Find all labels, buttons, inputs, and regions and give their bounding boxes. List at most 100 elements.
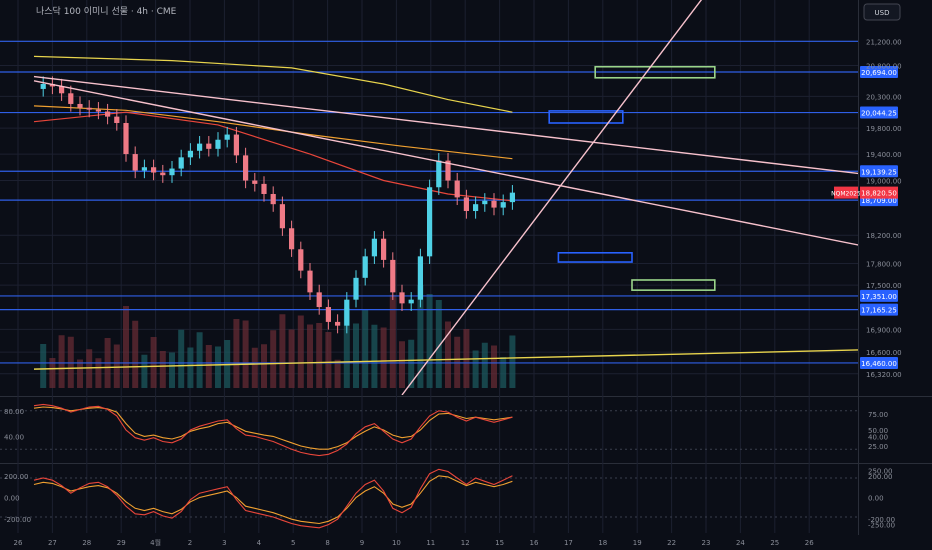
level-label: 18,709.00 — [861, 197, 897, 205]
candle-body — [491, 200, 497, 208]
zone-boxes[interactable] — [548, 65, 716, 291]
volume-bar — [215, 346, 221, 388]
volume-bar — [270, 330, 277, 388]
volume-bar — [472, 350, 479, 388]
candle-body — [509, 192, 515, 203]
moving-averages — [33, 55, 513, 202]
candle-body — [454, 180, 460, 198]
volume-bar — [159, 351, 166, 388]
candle-body — [86, 107, 92, 110]
currency-button[interactable]: USD — [863, 3, 901, 21]
time-tick-label: 23 — [702, 539, 711, 547]
zone-box — [548, 110, 624, 124]
oscillator-line — [33, 475, 513, 525]
oscillator-right-tick: -200.00 — [868, 516, 895, 524]
oscillator-left-tick: 40.00 — [4, 433, 24, 441]
oscillator-left-tick: 200.00 — [4, 473, 29, 481]
level-label-bg — [860, 303, 898, 316]
volume-bar — [233, 319, 240, 388]
oscillator-right-tick: 75.00 — [868, 411, 888, 419]
volume-bar — [261, 344, 267, 388]
moving-average-line — [33, 111, 513, 202]
time-tick-label: 2 — [188, 539, 192, 547]
time-axis[interactable]: 26 27 28 29 4월 2 3 4 5 8 9 10 11 12 15 16 17 18 19 22 23 24 25… — [14, 538, 815, 547]
volume-bar — [426, 294, 433, 388]
symbol-label-bg — [834, 186, 858, 199]
oscillator-2-pane: 200.000.00-200.00250.00200.000.00-200.00… — [0, 467, 895, 530]
time-tick-label: 4월 — [150, 538, 161, 547]
candle-body — [215, 139, 221, 149]
price-tick-label: 17,500.00 — [866, 282, 902, 290]
volume-bar — [141, 354, 148, 388]
candle-body — [381, 238, 387, 260]
volume-bar — [49, 358, 56, 388]
zone-box — [631, 279, 716, 291]
oscillator-right-tick: 0.00 — [868, 495, 884, 503]
time-tick-label: 17 — [564, 539, 573, 547]
time-tick-label: 3 — [222, 539, 226, 547]
volume-bar — [325, 332, 332, 388]
volume-bar — [77, 359, 83, 388]
candle-body — [187, 150, 193, 158]
volume-bar — [40, 344, 47, 388]
candle-body — [197, 143, 203, 151]
candle-body — [114, 116, 120, 123]
candle-body — [482, 200, 488, 205]
oscillator-left-tick: 0.00 — [4, 495, 20, 503]
trendline — [33, 75, 858, 175]
oscillator-right-tick: 250.00 — [868, 467, 893, 475]
time-tick-label: 15 — [495, 539, 504, 547]
candle-body — [270, 193, 276, 205]
volume-bar — [353, 323, 359, 388]
oscillator-right-tick: 200.00 — [868, 473, 893, 481]
volume-bar — [205, 345, 212, 388]
candle-body — [316, 292, 322, 308]
oscillator-right-tick: -250.00 — [868, 522, 895, 530]
volume-bar — [445, 321, 451, 388]
candle-body — [169, 168, 175, 176]
candle-body — [344, 299, 350, 326]
level-label: 17,351.00 — [861, 293, 897, 301]
volume-bar — [196, 332, 203, 388]
level-label: 20,044.25 — [861, 110, 897, 118]
candle-body — [160, 172, 166, 176]
candlesticks — [40, 76, 515, 334]
oscillator-right-tick: 50.00 — [868, 427, 888, 435]
candle-body — [307, 270, 313, 293]
currency-label: USD — [875, 9, 890, 17]
volume-bar — [399, 341, 405, 388]
trendlines[interactable] — [33, 0, 862, 395]
candle-body — [151, 167, 157, 173]
price-tick-label: 17,800.00 — [866, 260, 902, 268]
candle-body — [243, 155, 249, 181]
candle-body — [95, 109, 101, 112]
candle-body — [77, 103, 83, 108]
candle-body — [298, 249, 304, 271]
candle-body — [399, 292, 405, 304]
time-tick-label: 22 — [667, 539, 676, 547]
volume-bar — [132, 320, 139, 388]
price-tick-label: 19,800.00 — [866, 125, 902, 133]
volume-bar — [316, 323, 323, 388]
current-price-bg — [860, 186, 898, 199]
candle-body — [353, 277, 359, 300]
candle-body — [59, 86, 65, 94]
volume-bar — [169, 352, 175, 388]
time-tick-label: 25 — [770, 539, 779, 547]
symbol-label: NQM2025 — [831, 191, 861, 198]
time-tick-label: 19 — [633, 539, 642, 547]
volume-bar — [178, 329, 185, 388]
candle-body — [473, 204, 479, 212]
candle-body — [325, 307, 331, 322]
trendline — [401, 0, 703, 395]
price-tick-label: 16,900.00 — [866, 326, 902, 334]
trendline — [33, 80, 858, 246]
oscillator-left-tick: -200.00 — [4, 516, 31, 524]
candle-body — [279, 204, 285, 229]
candle-body — [417, 256, 423, 300]
price-tick-label: 21,200.00 — [866, 38, 902, 46]
time-tick-label: 16 — [530, 539, 539, 547]
price-axis[interactable]: 21,200.00 20,800.00 20,300.00 19,800.00 19,4… — [831, 38, 901, 379]
